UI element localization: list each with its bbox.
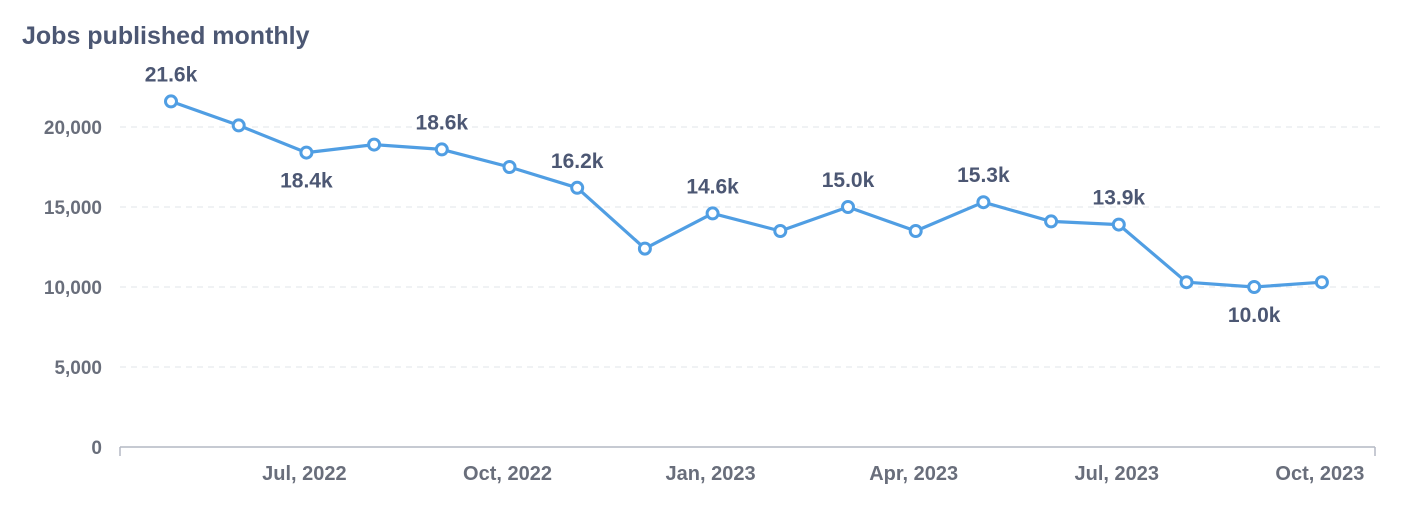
- grid-lines: [120, 126, 1380, 368]
- x-tick-label: Jul, 2023: [1075, 463, 1160, 485]
- data-point: [502, 160, 517, 174]
- data-point: [841, 200, 855, 214]
- data-point: [570, 180, 585, 195]
- data-label: 10.0k: [1228, 304, 1281, 327]
- data-point: [1111, 217, 1126, 232]
- data-point: [1179, 275, 1194, 290]
- series-line-layer: [169, 99, 1324, 289]
- data-label: 14.6k: [686, 175, 739, 198]
- data-point: [908, 224, 923, 238]
- data-point: [976, 195, 991, 210]
- data-point: [164, 94, 178, 109]
- data-label: 21.6k: [145, 63, 198, 86]
- data-label: 18.4k: [280, 170, 333, 193]
- data-point: [1247, 280, 1262, 294]
- series-line: [169, 99, 1324, 289]
- x-tick-label: Jan, 2023: [666, 463, 756, 485]
- data-point: [434, 142, 449, 157]
- x-tick-label: Jul, 2022: [262, 463, 347, 485]
- y-axis-ticks: 0 5,000 10,000 15,000 20,000: [44, 118, 102, 459]
- data-point: [367, 137, 382, 152]
- y-tick-label: 5,000: [54, 358, 102, 379]
- chart-title: Jobs published monthly: [22, 22, 310, 50]
- x-tick-label: Oct, 2022: [463, 463, 552, 485]
- data-label: 15.0k: [822, 169, 875, 192]
- data-point: [231, 118, 246, 133]
- x-axis-ticks: Jul, 2022 Oct, 2022 Jan, 2023 Apr, 2023 Jul,…: [262, 463, 1364, 485]
- data-point: [1044, 214, 1059, 229]
- x-axis: [119, 446, 1376, 456]
- data-label: 15.3k: [957, 164, 1010, 187]
- data-label: 16.2k: [551, 150, 604, 173]
- x-tick-label: Oct, 2023: [1275, 463, 1364, 485]
- data-points: [164, 94, 1329, 294]
- data-point: [773, 224, 788, 238]
- data-label: 13.9k: [1093, 187, 1146, 210]
- x-tick-label: Apr, 2023: [869, 463, 958, 485]
- data-point: [637, 241, 652, 256]
- data-labels: 21.6k 18.4k 18.6k 16.2k 14.6k 15.0k 15.3k 13.9k…: [145, 63, 1281, 327]
- data-point: [705, 206, 720, 221]
- data-label: 18.6k: [416, 111, 469, 134]
- data-point: [299, 145, 314, 160]
- y-tick-label: 20,000: [44, 118, 102, 139]
- y-tick-label: 0: [91, 438, 102, 459]
- y-tick-label: 10,000: [44, 278, 102, 299]
- y-tick-label: 15,000: [44, 198, 102, 219]
- data-point: [1314, 275, 1329, 290]
